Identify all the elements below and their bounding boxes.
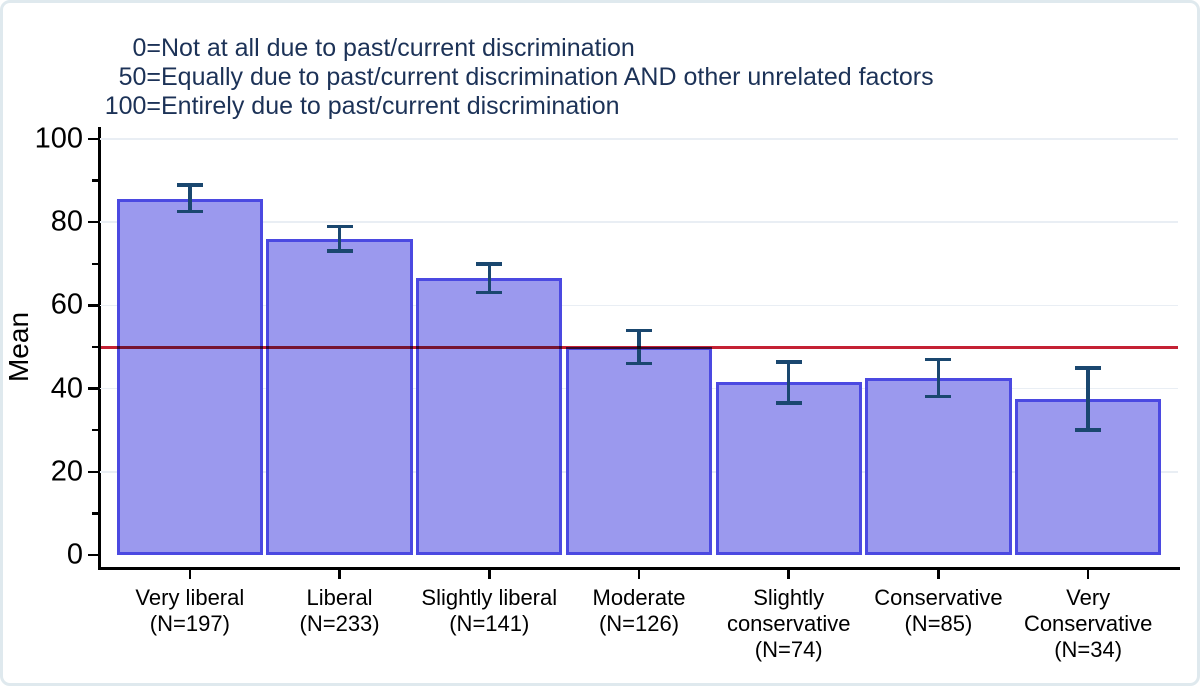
x-tick-3: [488, 570, 491, 579]
y-tick-0: [88, 553, 98, 557]
reference-line-50: [100, 346, 1178, 349]
error-bar-cap-top-3: [476, 262, 503, 266]
chart-title-line: 0= Not at all due to past/current discrim…: [101, 34, 934, 63]
error-bar-cap-bottom-5: [775, 401, 802, 405]
y-axis-line: [98, 127, 101, 569]
x-tick-6: [937, 570, 940, 579]
x-category-label-2: Liberal (N=233): [299, 585, 380, 636]
error-bar-cap-bottom-6: [925, 394, 952, 399]
gridline-60: [100, 304, 1178, 307]
x-tick-7: [1086, 570, 1090, 579]
chart-title-line-text: Equally due to past/current discriminati…: [161, 63, 934, 91]
error-bar-line-7: [1086, 367, 1090, 431]
x-axis-line: [98, 567, 1180, 570]
y-tick-label-80: 80: [50, 205, 83, 238]
error-bar-line-3: [487, 263, 492, 293]
error-bar-cap-bottom-7: [1075, 428, 1102, 432]
gridline-100: [100, 138, 1178, 140]
y-tick-label-60: 60: [50, 288, 83, 321]
y-tick-20: [88, 470, 98, 474]
x-category-label-1: Very liberal (N=197): [135, 585, 245, 636]
error-bar-cap-top-7: [1075, 366, 1102, 370]
chart-title-line: 50= Equally due to past/current discrimin…: [101, 63, 934, 92]
chart-title-line-text: Not at all due to past/current discrimin…: [161, 34, 635, 62]
y-minor-tick-50: [92, 345, 98, 349]
chart-title-line: 100= Entirely due to past/current discrim…: [101, 92, 934, 121]
error-bar-cap-bottom-3: [476, 290, 503, 295]
error-bar-line-6: [936, 359, 941, 397]
bar-2: [266, 238, 413, 555]
chart-title: 0= Not at all due to past/current discrim…: [101, 34, 934, 121]
bar-3: [416, 278, 563, 555]
x-category-label-3: Slightly liberal (N=141): [421, 585, 558, 636]
error-bar-line-1: [188, 184, 192, 212]
y-tick-80: [88, 220, 98, 224]
y-tick-100: [88, 137, 98, 141]
y-minor-tick-90: [92, 179, 98, 182]
error-bar-cap-top-4: [626, 328, 652, 333]
bar-6: [865, 378, 1012, 555]
x-tick-4: [637, 570, 641, 579]
chart-title-line-number: 50=: [118, 63, 161, 91]
error-bar-cap-top-5: [775, 360, 802, 364]
error-bar-cap-top-1: [176, 183, 203, 187]
bar-5: [715, 382, 862, 555]
y-minor-tick-70: [92, 262, 98, 266]
chart-title-line-number: 100=: [104, 92, 161, 120]
error-bar-line-5: [786, 361, 791, 404]
chart-title-line-text: Entirely due to past/current discriminat…: [161, 92, 620, 120]
gridline-80: [100, 221, 1178, 223]
x-tick-1: [188, 570, 192, 579]
y-tick-label-20: 20: [50, 455, 83, 488]
error-bar-cap-top-2: [326, 224, 353, 229]
error-bar-cap-bottom-4: [626, 361, 652, 366]
error-bar-line-2: [337, 226, 342, 252]
bar-4: [565, 347, 713, 555]
x-category-label-7: Very Conservative (N=34): [1023, 585, 1153, 662]
chart-title-line-number: 0=: [132, 34, 161, 62]
error-bar-cap-top-6: [925, 357, 952, 362]
x-category-label-5: Slightly conservative (N=74): [726, 585, 851, 662]
x-tick-5: [787, 570, 790, 579]
bar-1: [116, 199, 263, 555]
x-category-label-6: Conservative (N=85): [874, 585, 1003, 636]
error-bar-cap-bottom-1: [176, 209, 203, 214]
y-tick-label-0: 0: [66, 538, 83, 571]
y-tick-label-40: 40: [50, 372, 83, 405]
y-minor-tick-30: [92, 428, 98, 432]
x-category-label-4: Moderate (N=126): [592, 585, 686, 636]
y-minor-tick-10: [92, 512, 98, 515]
x-tick-2: [338, 570, 341, 579]
y-tick-label-100: 100: [34, 122, 83, 155]
error-bar-cap-bottom-2: [326, 249, 353, 253]
y-tick-60: [88, 304, 98, 307]
y-tick-40: [88, 387, 98, 390]
